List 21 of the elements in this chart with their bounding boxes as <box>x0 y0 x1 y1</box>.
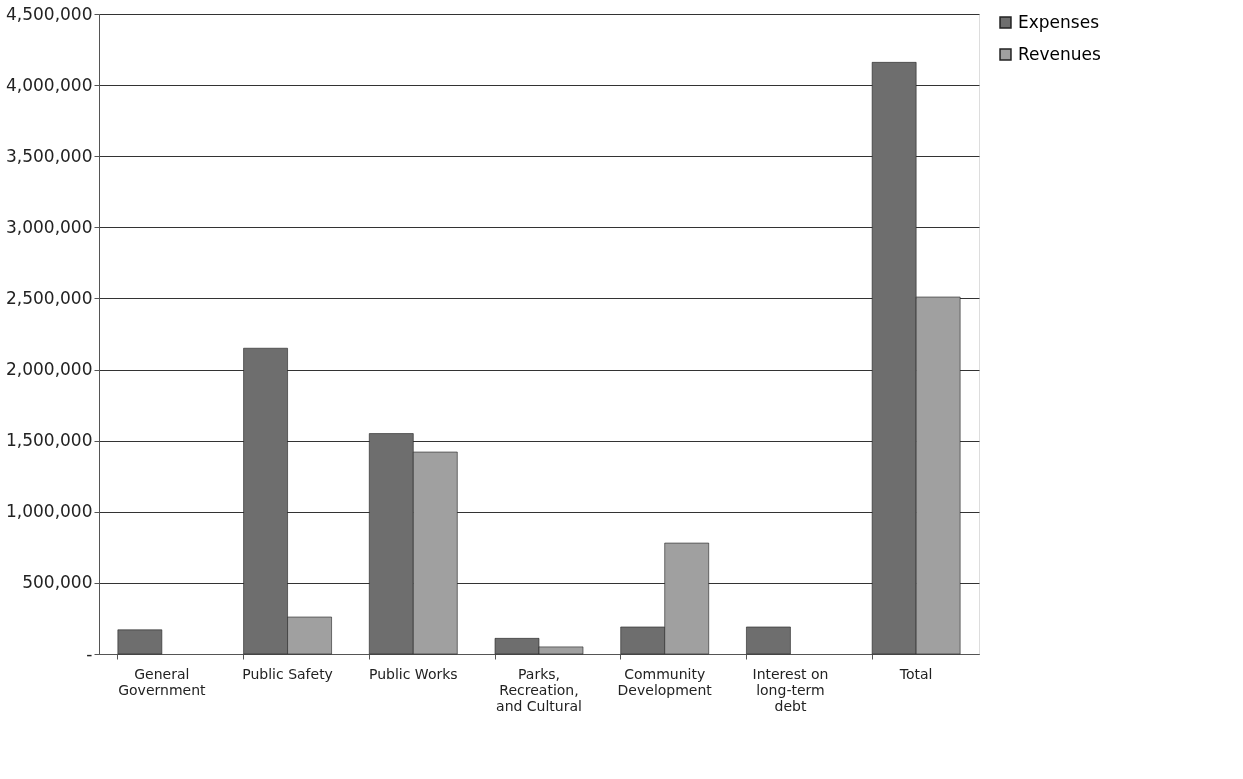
x-tick-label: Public Safety <box>242 665 333 682</box>
y-tick-label: - <box>86 643 93 664</box>
y-tick-label: 2,500,000 <box>5 287 93 308</box>
bar <box>746 626 791 655</box>
bar <box>117 629 163 655</box>
legend-label: Revenues <box>1018 43 1102 64</box>
y-tick-label: 3,000,000 <box>5 216 93 237</box>
y-tick-label: 500,000 <box>22 572 93 593</box>
x-tick-label: General Government <box>118 665 207 698</box>
x-tick-label: Community Development <box>617 665 713 698</box>
legend-label: Expenses <box>1018 11 1100 32</box>
x-tick-label: Public Works <box>368 665 458 682</box>
y-tick-label: 2,000,000 <box>5 359 93 380</box>
y-tick-label: 1,000,000 <box>5 501 93 522</box>
x-tick-label: Parks, Recreation, and Cultural <box>496 665 582 714</box>
x-tick-label: Interest on long-term debt <box>752 665 829 714</box>
x-tick-label: Total <box>898 665 933 682</box>
y-tick-label: 3,500,000 <box>5 145 93 166</box>
y-tick-label: 4,500,000 <box>5 3 93 24</box>
y-tick-label: 4,000,000 <box>5 74 93 95</box>
y-tick-label: 1,500,000 <box>5 430 93 451</box>
